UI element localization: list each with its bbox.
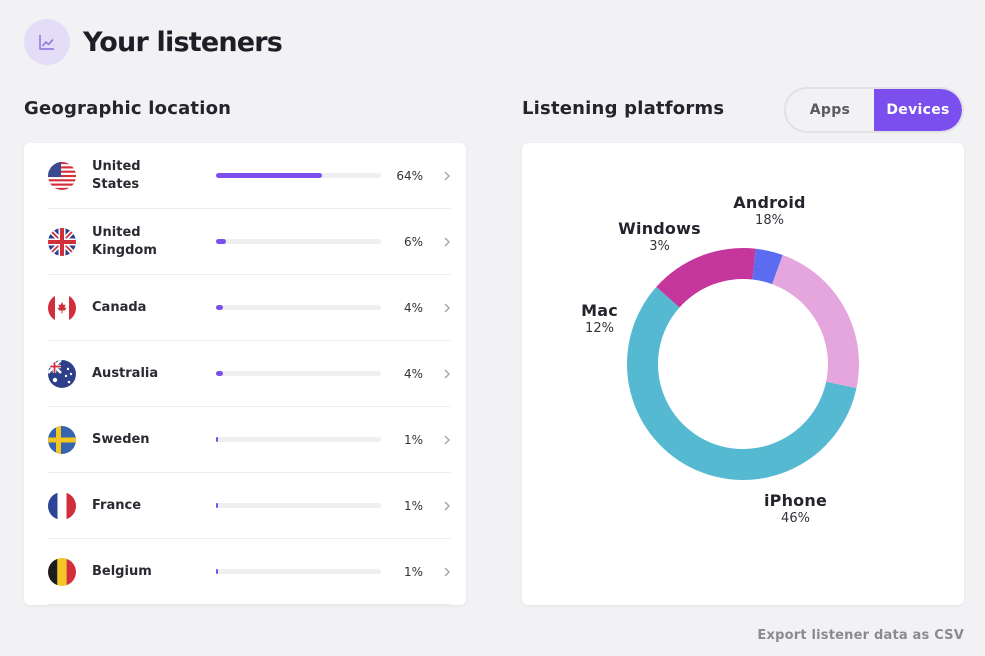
trend-chart-icon (24, 19, 70, 65)
percent-bar (216, 437, 381, 442)
platform-toggle: Apps Devices (784, 87, 964, 133)
chevron-right-icon (444, 170, 451, 181)
au-flag-icon (48, 359, 76, 388)
slice-label-android: Android 18% (733, 193, 806, 228)
donut-slice-mac (656, 248, 756, 308)
donut-slice-iphone (627, 286, 857, 480)
chevron-right-icon (444, 302, 451, 313)
percent-bar-fill (216, 371, 223, 376)
percent-bar-fill (216, 173, 322, 178)
se-flag-icon (48, 425, 76, 454)
percent-bar-fill (216, 569, 218, 574)
donut-slice-windows (752, 248, 783, 285)
page-header: Your listeners (24, 19, 283, 65)
export-csv-link[interactable]: Export listener data as CSV (757, 628, 964, 643)
country-row[interactable]: United Kingdom 6% (48, 209, 451, 275)
country-row[interactable]: Australia 4% (48, 341, 451, 407)
country-name: Australia (92, 365, 159, 381)
country-name: France (92, 497, 142, 513)
country-name: Canada (92, 299, 147, 315)
chevron-right-icon (444, 500, 451, 511)
device-donut-chart (627, 248, 859, 480)
percent-bar (216, 569, 381, 574)
row-divider (48, 604, 451, 605)
platforms-section-title: Listening platforms (522, 98, 725, 119)
donut-slice-android (772, 254, 859, 389)
country-percent: 4% (403, 300, 423, 315)
percent-bar (216, 173, 381, 178)
be-flag-icon (48, 557, 76, 586)
platforms-card: Android 18% iPhone 46% Mac 12% Windows 3… (522, 143, 964, 605)
slice-label-windows: Windows 3% (618, 219, 701, 254)
country-name: United States (92, 158, 141, 192)
country-percent: 64% (396, 168, 423, 183)
country-percent: 4% (403, 366, 423, 381)
gb-flag-icon (48, 227, 76, 256)
page-title: Your listeners (83, 26, 283, 58)
geo-section-title: Geographic location (24, 98, 232, 119)
country-row[interactable]: Belgium 1% (48, 539, 451, 605)
country-row[interactable]: Canada 4% (48, 275, 451, 341)
ca-flag-icon (48, 293, 76, 322)
country-row[interactable]: France 1% (48, 473, 451, 539)
chevron-right-icon (444, 236, 451, 247)
slice-label-mac: Mac 12% (581, 301, 618, 336)
apps-toggle-button[interactable]: Apps (809, 102, 851, 118)
percent-bar-fill (216, 437, 218, 442)
percent-bar (216, 239, 381, 244)
country-row[interactable]: United States 64% (48, 143, 451, 209)
country-name: Sweden (92, 431, 150, 447)
geo-card: United States 64% United Kingdom 6% Canada 4%… (24, 143, 466, 605)
fr-flag-icon (48, 491, 76, 520)
country-name: Belgium (92, 563, 152, 579)
country-percent: 1% (403, 564, 423, 579)
us-flag-icon (48, 161, 76, 190)
country-row[interactable]: Sweden 1% (48, 407, 451, 473)
percent-bar-fill (216, 503, 218, 508)
country-percent: 6% (403, 234, 423, 249)
country-percent: 1% (403, 432, 423, 447)
percent-bar (216, 305, 381, 310)
slice-label-iphone: iPhone 46% (763, 491, 828, 526)
devices-toggle-button[interactable]: Devices (874, 89, 962, 131)
percent-bar-fill (216, 305, 223, 310)
country-percent: 1% (403, 498, 423, 513)
chevron-right-icon (444, 566, 451, 577)
percent-bar-fill (216, 239, 226, 244)
chevron-right-icon (444, 434, 451, 445)
percent-bar (216, 371, 381, 376)
country-name: United Kingdom (92, 224, 157, 258)
percent-bar (216, 503, 381, 508)
chevron-right-icon (444, 368, 451, 379)
